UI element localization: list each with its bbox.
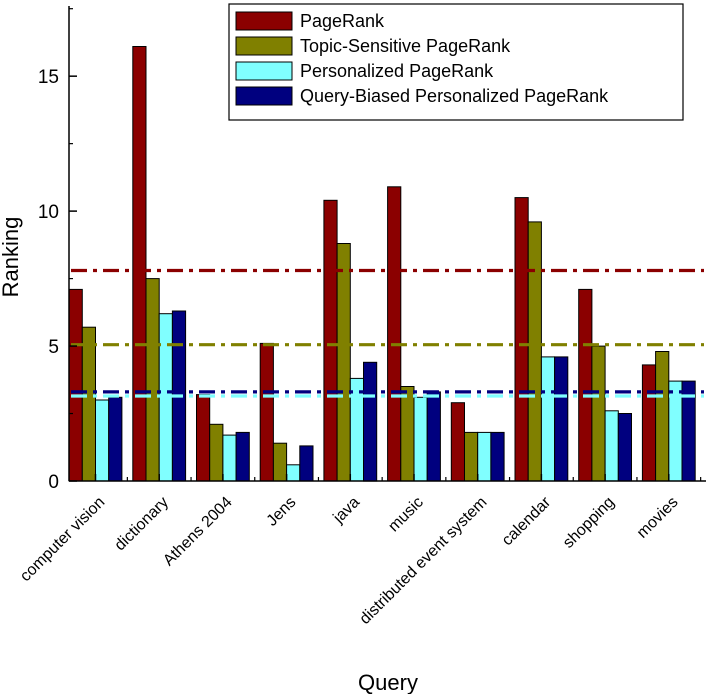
- bar-1-4: [336, 243, 351, 482]
- bar-1-8: [591, 345, 606, 482]
- bar-3-4: [363, 361, 378, 482]
- y-tick-label: 15: [38, 67, 59, 88]
- bar-0-0: [68, 288, 83, 482]
- bar-3-6: [490, 431, 505, 482]
- legend: PageRank Topic-Sensitive PageRank Personal…: [228, 3, 684, 121]
- legend-label-2: Personalized PageRank: [300, 61, 494, 81]
- bar-3-5: [426, 391, 441, 482]
- x-tick-label: Athens 2004: [160, 494, 236, 570]
- bar-1-1: [145, 278, 160, 482]
- bar-2-5: [413, 396, 428, 482]
- bar-2-8: [604, 410, 619, 482]
- bar-0-6: [450, 402, 465, 482]
- y-tick-label: 10: [38, 202, 59, 223]
- bar-0-1: [132, 46, 147, 482]
- bar-3-0: [108, 396, 123, 482]
- x-tick-label: distributed event system: [357, 494, 491, 628]
- legend-swatch-2: [235, 61, 293, 81]
- bar-2-2: [222, 434, 237, 482]
- x-tick-label: movies: [634, 494, 682, 542]
- x-tick-label: java: [330, 494, 364, 528]
- bar-1-9: [655, 351, 670, 482]
- x-axis-title: Query: [358, 670, 418, 694]
- x-tick-label: music: [385, 494, 427, 536]
- bar-0-9: [641, 364, 657, 482]
- bar-2-6: [477, 431, 492, 482]
- legend-swatch-3: [235, 86, 293, 106]
- bar-3-3: [299, 445, 314, 482]
- bar-1-5: [400, 386, 415, 482]
- legend-label-1: Topic-Sensitive PageRank: [300, 36, 511, 56]
- y-tick-label: 5: [48, 337, 59, 358]
- legend-swatch-1: [235, 36, 293, 56]
- x-tick-label: Jens: [264, 494, 300, 530]
- plot-area: [68, 46, 704, 482]
- bar-2-7: [540, 356, 556, 482]
- bar-0-5: [387, 186, 402, 482]
- bar-1-6: [464, 431, 479, 482]
- bar-1-0: [81, 326, 97, 482]
- x-tick-label: calendar: [499, 493, 555, 549]
- bar-0-3: [259, 342, 274, 482]
- bar-1-7: [527, 221, 542, 482]
- bar-1-3: [272, 442, 288, 482]
- bar-0-2: [196, 394, 211, 482]
- bar-3-7: [554, 356, 569, 482]
- legend-box: [228, 3, 684, 121]
- y-axis-title: Ranking: [0, 217, 23, 298]
- x-tick-label: dictionary: [112, 494, 172, 554]
- bar-2-0: [95, 399, 110, 482]
- legend-swatch-0: [235, 11, 293, 31]
- legend-label-3: Query-Biased Personalized PageRank: [300, 86, 609, 106]
- bar-0-7: [514, 197, 529, 482]
- y-tick-label: 0: [48, 472, 59, 493]
- bar-1-2: [209, 423, 224, 482]
- bar-3-8: [617, 413, 632, 482]
- legend-label-0: PageRank: [300, 11, 385, 31]
- x-tick-label: shopping: [560, 494, 618, 552]
- bar-0-4: [323, 199, 338, 482]
- bar-0-8: [578, 288, 593, 482]
- bar-2-4: [349, 377, 364, 482]
- bar-3-2: [235, 431, 250, 482]
- x-tick-label: computer vision: [17, 494, 108, 585]
- bar-2-3: [286, 464, 301, 482]
